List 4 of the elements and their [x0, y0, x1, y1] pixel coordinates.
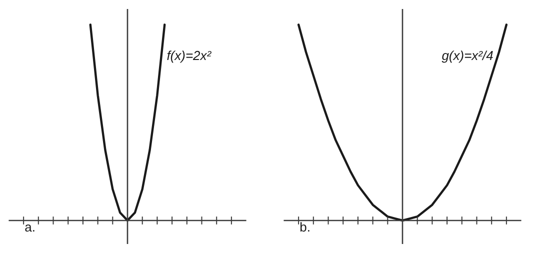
annotation: g(x)=x²/4	[442, 48, 494, 63]
annotation: f(x)=2x²	[166, 48, 212, 63]
annotation: b.	[300, 220, 310, 235]
text: a.	[24, 220, 36, 235]
